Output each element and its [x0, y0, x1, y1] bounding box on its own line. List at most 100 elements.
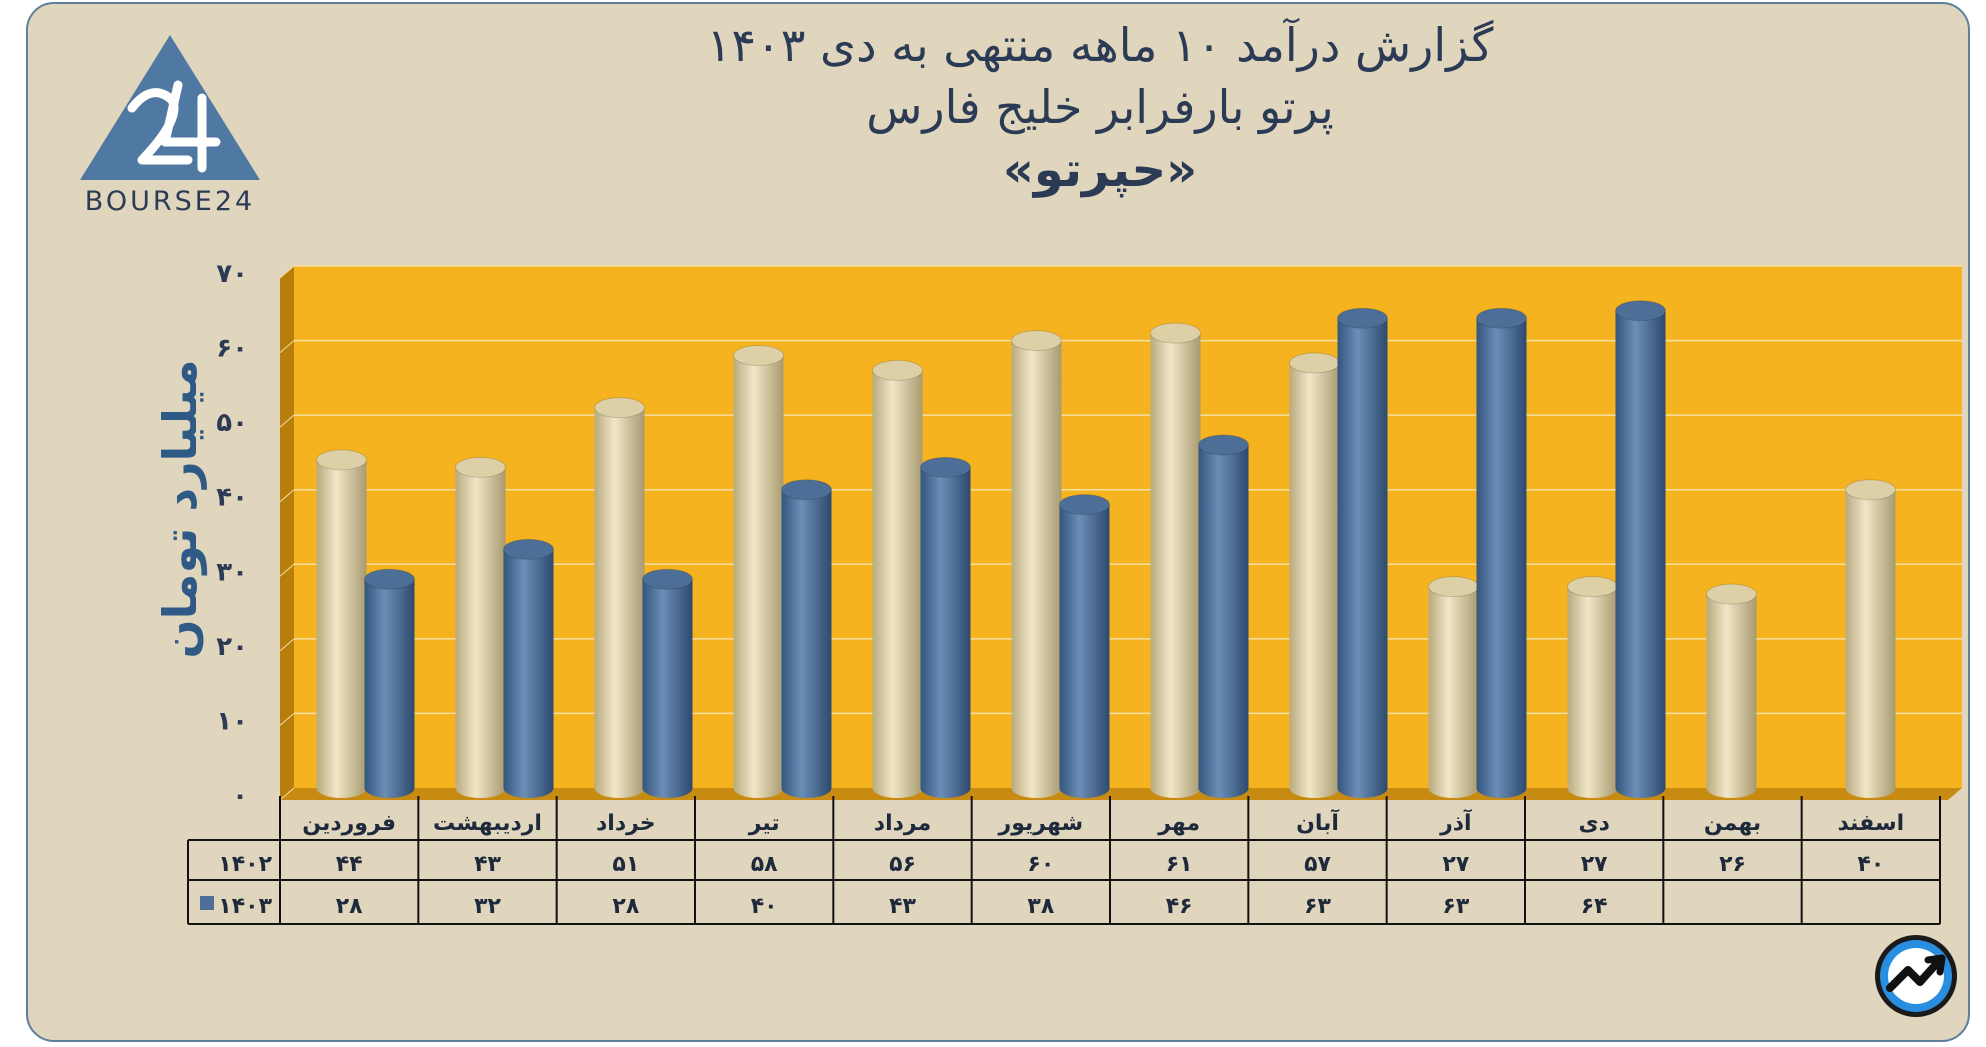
y-tick-label: ۱۰	[216, 706, 248, 736]
x-tick-label: دی	[1578, 811, 1609, 836]
bar-base	[733, 778, 784, 798]
bourse24-logo-icon	[80, 35, 260, 180]
bar-body	[316, 459, 367, 788]
bar-body	[364, 579, 415, 788]
bar-base	[594, 778, 645, 798]
data-label: ۵۸	[751, 852, 778, 877]
x-tick-label: اسفند	[1837, 811, 1904, 836]
bar	[1337, 307, 1388, 798]
bar-top	[920, 456, 971, 478]
bar-base	[455, 778, 506, 798]
bar-base	[1150, 778, 1201, 798]
bar-top	[1476, 307, 1527, 329]
bar	[733, 344, 784, 798]
bar-top	[1337, 307, 1388, 329]
gridline-side	[279, 489, 295, 503]
bar-base	[1059, 778, 1110, 798]
chart-symbol: «حپرتو»	[1002, 142, 1198, 198]
data-label: ۶۰	[1027, 852, 1054, 877]
bar-top	[455, 456, 506, 478]
bar-base	[1567, 778, 1618, 798]
gridline-side	[279, 340, 295, 353]
data-label: ۳۲	[474, 894, 501, 919]
bar-top	[1289, 352, 1340, 374]
y-axis-label: میلیارد تومان	[153, 359, 207, 659]
data-label: ۴۰	[751, 894, 778, 919]
bar-top	[1845, 479, 1896, 501]
bar	[1476, 307, 1527, 798]
bar-body	[920, 467, 971, 788]
bar-body	[1706, 594, 1757, 788]
data-label: ۲۸	[612, 894, 639, 919]
bar-body	[872, 370, 923, 788]
plot-floor	[280, 788, 1962, 800]
bar-body	[1198, 444, 1249, 788]
bar-body	[503, 549, 554, 788]
data-label: ۲۷	[1442, 852, 1469, 877]
bar	[920, 456, 971, 798]
bar-body	[1615, 310, 1666, 788]
bar	[316, 449, 367, 798]
bar-body	[1337, 318, 1388, 788]
x-tick-label: شهریور	[998, 811, 1084, 836]
trend-arrow-icon	[1875, 935, 1957, 1017]
y-tick-label: ۰	[232, 781, 248, 811]
x-tick-label: آذر	[1439, 808, 1472, 836]
bar	[1428, 576, 1479, 798]
bar-top	[1059, 494, 1110, 516]
bar	[1150, 322, 1201, 798]
bar-top	[733, 344, 784, 366]
data-label: ۲۷	[1581, 852, 1608, 877]
bar-body	[455, 467, 506, 788]
chart-title: گزارش درآمد ۱۰ ماهه منتهی به دی ۱۴۰۳	[706, 18, 1494, 72]
x-tick-label: تیر	[748, 811, 780, 836]
bar-base	[316, 778, 367, 798]
bar-top	[642, 568, 693, 590]
bar-body	[1059, 504, 1110, 788]
bar	[642, 568, 693, 798]
data-label: ۵۷	[1304, 852, 1331, 877]
x-tick-label: فروردین	[302, 811, 396, 836]
x-tick-label: مهر	[1157, 811, 1200, 836]
data-label: ۴۶	[1166, 894, 1193, 919]
legend-swatch	[200, 896, 214, 910]
data-label: ۴۳	[889, 894, 916, 919]
bar	[1567, 576, 1618, 798]
bar-base	[920, 778, 971, 798]
y-tick-label: ۷۰	[216, 259, 248, 289]
bar	[1615, 300, 1666, 798]
bar-top	[364, 568, 415, 590]
bar-body	[1011, 340, 1062, 788]
bar-top	[594, 397, 645, 419]
bar	[1059, 494, 1110, 798]
data-label: ۶۳	[1304, 894, 1331, 919]
bar-body	[1150, 333, 1201, 788]
bar	[1845, 479, 1896, 798]
bar-base	[1289, 778, 1340, 798]
bar-top	[316, 449, 367, 471]
x-tick-label: بهمن	[1704, 811, 1761, 836]
data-label: ۴۳	[474, 852, 501, 877]
y-tick-label: ۲۰	[216, 632, 248, 662]
bar	[872, 359, 923, 798]
bar-body	[733, 355, 784, 788]
bar-top	[503, 538, 554, 560]
bar-top	[1615, 300, 1666, 322]
series-name: ۱۴۰۲	[218, 852, 272, 877]
y-tick-label: ۴۰	[216, 483, 248, 513]
x-tick-label: آبان	[1296, 808, 1339, 836]
bar	[594, 397, 645, 798]
y-tick-label: ۳۰	[216, 557, 248, 587]
bar-body	[1845, 489, 1896, 788]
x-tick-label: مرداد	[874, 811, 931, 836]
y-tick-label: ۵۰	[216, 408, 248, 438]
bar	[503, 538, 554, 798]
bar-base	[1845, 778, 1896, 798]
gridline-side	[279, 713, 295, 726]
bar-base	[872, 778, 923, 798]
bar-base	[1476, 778, 1527, 798]
y-tick-label: ۶۰	[216, 334, 248, 364]
series-name: ۱۴۰۳	[218, 894, 272, 919]
bar-top	[781, 479, 832, 501]
